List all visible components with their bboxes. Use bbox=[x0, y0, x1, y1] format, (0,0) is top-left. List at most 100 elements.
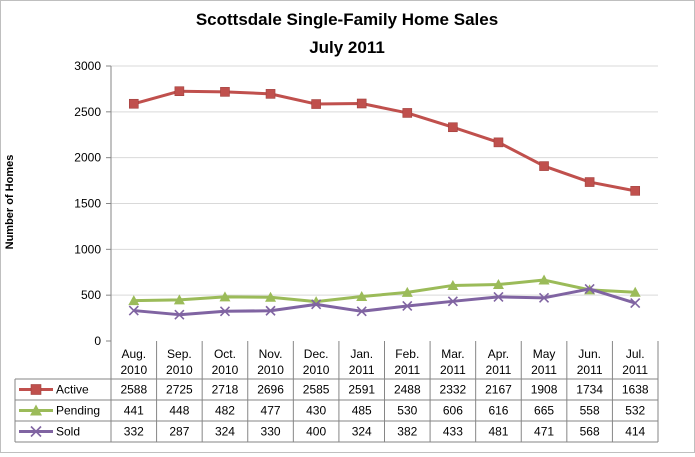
data-point bbox=[356, 98, 367, 109]
x-tick-label: Sep. bbox=[167, 347, 192, 361]
data-point bbox=[630, 186, 641, 196]
legend-series-name: Sold bbox=[56, 425, 80, 439]
data-point bbox=[584, 283, 595, 294]
table-cell-value: 324 bbox=[352, 425, 372, 439]
x-tick-label: Apr. bbox=[488, 347, 509, 361]
marker-stroke bbox=[402, 300, 413, 312]
legend-series-name: Pending bbox=[56, 404, 100, 418]
table-cell-value: 2332 bbox=[440, 383, 467, 397]
data-point bbox=[492, 279, 504, 290]
x-tick-label: Dec. bbox=[304, 347, 329, 361]
table-cell-value: 530 bbox=[397, 404, 417, 418]
y-tick-label: 2500 bbox=[74, 105, 101, 119]
table-cell-value: 1908 bbox=[531, 383, 558, 397]
x-tick-label-year: 2010 bbox=[212, 363, 239, 377]
marker-stroke bbox=[219, 306, 231, 317]
table-cell-value: 2696 bbox=[257, 383, 284, 397]
data-point bbox=[493, 291, 504, 302]
marker-stroke bbox=[356, 306, 367, 317]
table-cell-value: 382 bbox=[397, 425, 417, 439]
table-cell-value: 2591 bbox=[348, 383, 375, 397]
x-tick-label: Nov. bbox=[259, 347, 283, 361]
data-point bbox=[265, 291, 277, 302]
y-tick-label: 1000 bbox=[74, 242, 101, 256]
table-cell-value: 332 bbox=[124, 425, 144, 439]
x-tick-label-year: 2010 bbox=[257, 363, 284, 377]
table-cell-value: 2585 bbox=[303, 383, 330, 397]
table-cell-value: 430 bbox=[306, 404, 326, 418]
x-tick-label: Jul. bbox=[626, 347, 645, 361]
table-cell-value: 2725 bbox=[166, 383, 193, 397]
marker-stroke bbox=[30, 425, 42, 438]
data-point bbox=[538, 292, 550, 303]
y-tick-label: 2000 bbox=[74, 151, 101, 165]
marker-stroke bbox=[447, 296, 458, 307]
series-line bbox=[133, 278, 636, 304]
x-tick-label: May bbox=[533, 347, 556, 361]
table-cell-value: 1734 bbox=[576, 383, 603, 397]
table-cell-value: 2718 bbox=[212, 383, 239, 397]
data-point bbox=[220, 87, 230, 97]
table-cell-value: 485 bbox=[352, 404, 372, 418]
data-point bbox=[493, 137, 504, 148]
marker-stroke bbox=[311, 299, 322, 310]
series-line bbox=[133, 287, 636, 317]
data-point bbox=[356, 306, 367, 317]
x-tick-label-year: 2011 bbox=[622, 363, 648, 377]
data-point bbox=[538, 274, 550, 285]
data-point bbox=[630, 297, 641, 309]
marker-stroke bbox=[538, 292, 550, 303]
data-point bbox=[219, 291, 231, 302]
table-cell-value: 2488 bbox=[394, 383, 421, 397]
table-cell-value: 2167 bbox=[485, 383, 512, 397]
marker-stroke bbox=[265, 305, 276, 316]
y-tick-label: 1500 bbox=[74, 197, 101, 211]
data-point bbox=[128, 98, 139, 109]
table-cell-value: 477 bbox=[261, 404, 281, 418]
table-cell-value: 665 bbox=[534, 404, 554, 418]
table-cell-value: 532 bbox=[625, 404, 645, 418]
table-cell-value: 482 bbox=[215, 404, 235, 418]
x-tick-label-year: 2011 bbox=[394, 363, 420, 377]
x-tick-label-year: 2011 bbox=[531, 363, 557, 377]
data-point bbox=[128, 295, 140, 306]
y-tick-label: 500 bbox=[81, 288, 101, 302]
marker-stroke bbox=[493, 291, 504, 302]
table-cell-value: 2588 bbox=[120, 383, 147, 397]
data-point bbox=[629, 286, 641, 297]
data-point bbox=[219, 306, 231, 317]
chart-subtitle: July 2011 bbox=[309, 38, 385, 57]
data-point bbox=[447, 279, 459, 290]
x-tick-label: Oct. bbox=[214, 347, 236, 361]
x-tick-label-year: 2011 bbox=[349, 363, 375, 377]
series-line bbox=[133, 89, 636, 193]
table-cell-value: 568 bbox=[580, 425, 600, 439]
marker-stroke bbox=[174, 309, 185, 320]
table-cell-value: 433 bbox=[443, 425, 463, 439]
data-point bbox=[174, 309, 185, 320]
legend-key-marker bbox=[30, 384, 42, 395]
x-tick-label-year: 2011 bbox=[486, 363, 512, 377]
x-tick-label-year: 2010 bbox=[120, 363, 147, 377]
x-tick-label: Jun. bbox=[578, 347, 601, 361]
legend-key-marker bbox=[30, 425, 42, 438]
table-cell-value: 324 bbox=[215, 425, 235, 439]
data-point bbox=[265, 89, 276, 99]
y-tick-label: 0 bbox=[94, 334, 101, 348]
x-tick-label: Jan. bbox=[350, 347, 373, 361]
data-point bbox=[128, 305, 139, 316]
legend-key-marker bbox=[30, 404, 42, 416]
x-tick-label: Mar. bbox=[441, 347, 464, 361]
data-point bbox=[448, 122, 458, 133]
table-cell-value: 330 bbox=[261, 425, 281, 439]
table-cell-value: 616 bbox=[488, 404, 508, 418]
data-point bbox=[265, 305, 276, 316]
table-cell-value: 471 bbox=[534, 425, 554, 439]
x-tick-label-year: 2010 bbox=[166, 363, 193, 377]
data-point bbox=[584, 177, 595, 187]
data-point bbox=[402, 300, 413, 312]
marker-stroke bbox=[584, 283, 595, 294]
table-cell-value: 414 bbox=[625, 425, 645, 439]
